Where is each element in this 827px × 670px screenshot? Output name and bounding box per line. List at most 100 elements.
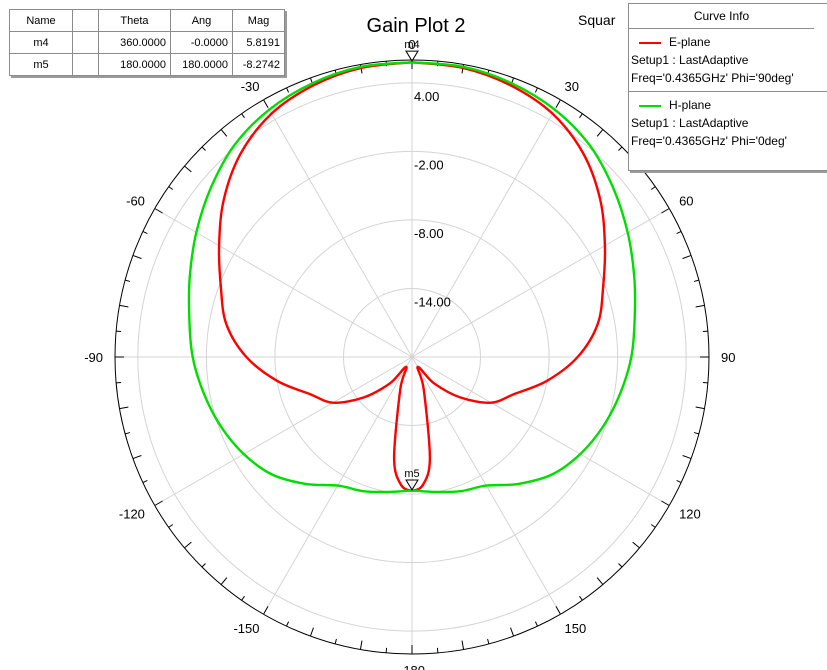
radial-tick-label: 4.00 — [414, 89, 439, 104]
legend-label: H-plane — [669, 98, 712, 112]
grid-tick — [596, 129, 604, 137]
angle-tick-label: -60 — [126, 194, 145, 209]
radial-tick-label: -2.00 — [414, 157, 444, 172]
marker-row-name: m4 — [9, 31, 73, 54]
grid-tick — [154, 208, 163, 214]
grid-tick — [618, 146, 623, 151]
legend-freq-text: Freq='0.4365GHz' Phi='90deg' — [631, 71, 794, 85]
marker-row-name: m5 — [9, 53, 73, 76]
chart-subtitle: Squar — [578, 12, 616, 28]
marker-header-theta: Theta — [98, 9, 171, 32]
marker-row-ang: -0.0000 — [170, 31, 233, 54]
grid-tick — [309, 627, 314, 637]
legend-freq-text: Freq='0.4365GHz' Phi='0deg' — [631, 134, 787, 148]
grid-tick — [618, 563, 623, 568]
marker-header-blank — [72, 9, 99, 32]
angle-tick-label: -150 — [233, 621, 259, 636]
legend-swatch-h-plane — [639, 104, 661, 107]
grid-tick — [201, 563, 206, 568]
marker-label-m4: m4 — [404, 39, 419, 51]
grid-tick — [220, 577, 228, 585]
grid-tick — [184, 165, 192, 173]
grid-spoke — [411, 356, 670, 506]
grid-tick — [154, 500, 163, 506]
grid-tick — [241, 113, 245, 119]
angle-tick-label: -120 — [119, 507, 145, 522]
grid-spoke — [154, 356, 413, 506]
radial-tick-label: -8.00 — [414, 226, 444, 241]
grid-spoke — [411, 208, 670, 358]
grid-tick — [184, 541, 192, 549]
marker-label-m5: m5 — [404, 468, 419, 480]
marker-header-mag: Mag — [232, 9, 285, 32]
legend-panel[interactable]: Curve Info E-plane Setup1 : LastAdaptive… — [628, 3, 827, 171]
grid-tick — [693, 432, 700, 435]
grid-tick — [650, 524, 656, 528]
marker-triangle-m5 — [405, 479, 419, 491]
grid-tick — [201, 146, 206, 151]
grid-tick — [119, 406, 129, 410]
grid-tick — [695, 406, 705, 410]
legend-setup-text: Setup1 : LastAdaptive — [631, 53, 749, 67]
grid-tick — [682, 254, 692, 259]
marker-row-theta: 360.0000 — [98, 31, 171, 54]
chart-title: Gain Plot 2 — [367, 15, 466, 37]
grid-tick — [596, 577, 604, 585]
legend-swatch-e-plane — [639, 41, 661, 44]
angle-tick-label: 120 — [679, 507, 701, 522]
grid-tick — [695, 304, 705, 308]
grid-tick — [579, 595, 583, 601]
marker-row[interactable]: m4 360.0000 -0.0000 5.8191 — [9, 31, 285, 54]
angle-tick-label: 60 — [679, 194, 693, 209]
grid-tick — [132, 455, 142, 460]
grid-tick — [124, 432, 131, 435]
grid-tick — [461, 640, 465, 650]
grid-tick — [487, 638, 490, 645]
grid-tick — [676, 479, 682, 483]
grid-tick — [555, 99, 561, 108]
grid-tick — [682, 455, 692, 460]
legend-title: Curve Info — [629, 4, 814, 29]
grid-tick — [142, 479, 148, 483]
grid-tick — [142, 231, 148, 235]
grid-tick — [168, 186, 174, 190]
angle-tick-label: 0 — [408, 37, 415, 52]
grid-tick — [334, 638, 337, 645]
grid-tick — [632, 541, 640, 549]
grid-tick — [124, 279, 131, 282]
legend-entry-h-plane[interactable]: H-plane Setup1 : LastAdaptive Freq='0.43… — [629, 91, 827, 150]
grid-spoke — [263, 99, 413, 358]
grid-tick — [220, 129, 228, 137]
marker-layer: m4 m5 — [404, 39, 420, 491]
marker-row-theta: 180.0000 — [98, 53, 171, 76]
grid-tick — [650, 186, 656, 190]
angle-tick-label: -180 — [399, 663, 425, 670]
angle-tick-label: -90 — [84, 350, 103, 365]
grid-tick — [168, 524, 174, 528]
grid-tick — [579, 113, 583, 119]
marker-row-blank — [72, 53, 99, 76]
angle-tick-label: 30 — [565, 79, 579, 94]
marker-row[interactable]: m5 180.0000 180.0000 -8.2742 — [9, 53, 285, 76]
grid-tick — [263, 606, 269, 615]
grid-tick — [534, 87, 538, 93]
grid-tick — [132, 254, 142, 259]
grid-tick — [661, 208, 670, 214]
polar-grid: 0 30 60 90 120 150 -180 -150 -120 -90 -60 -30 4.00 -2… — [84, 37, 735, 670]
grid-tick — [534, 621, 538, 627]
grid-tick — [693, 279, 700, 282]
grid-spoke — [411, 99, 561, 358]
angle-tick-label: 150 — [565, 621, 587, 636]
legend-entry-e-plane[interactable]: E-plane Setup1 : LastAdaptive Freq='0.43… — [629, 29, 827, 87]
grid-tick — [286, 87, 290, 93]
marker-row-blank — [72, 31, 99, 54]
grid-tick — [263, 99, 269, 108]
marker-row-mag: 5.8191 — [232, 31, 285, 54]
grid-spoke — [154, 208, 413, 358]
grid-tick — [359, 640, 363, 650]
angle-tick-label: -30 — [241, 79, 260, 94]
grid-tick — [661, 500, 670, 506]
grid-tick — [510, 627, 515, 637]
radial-tick-label: -14.00 — [414, 294, 451, 309]
